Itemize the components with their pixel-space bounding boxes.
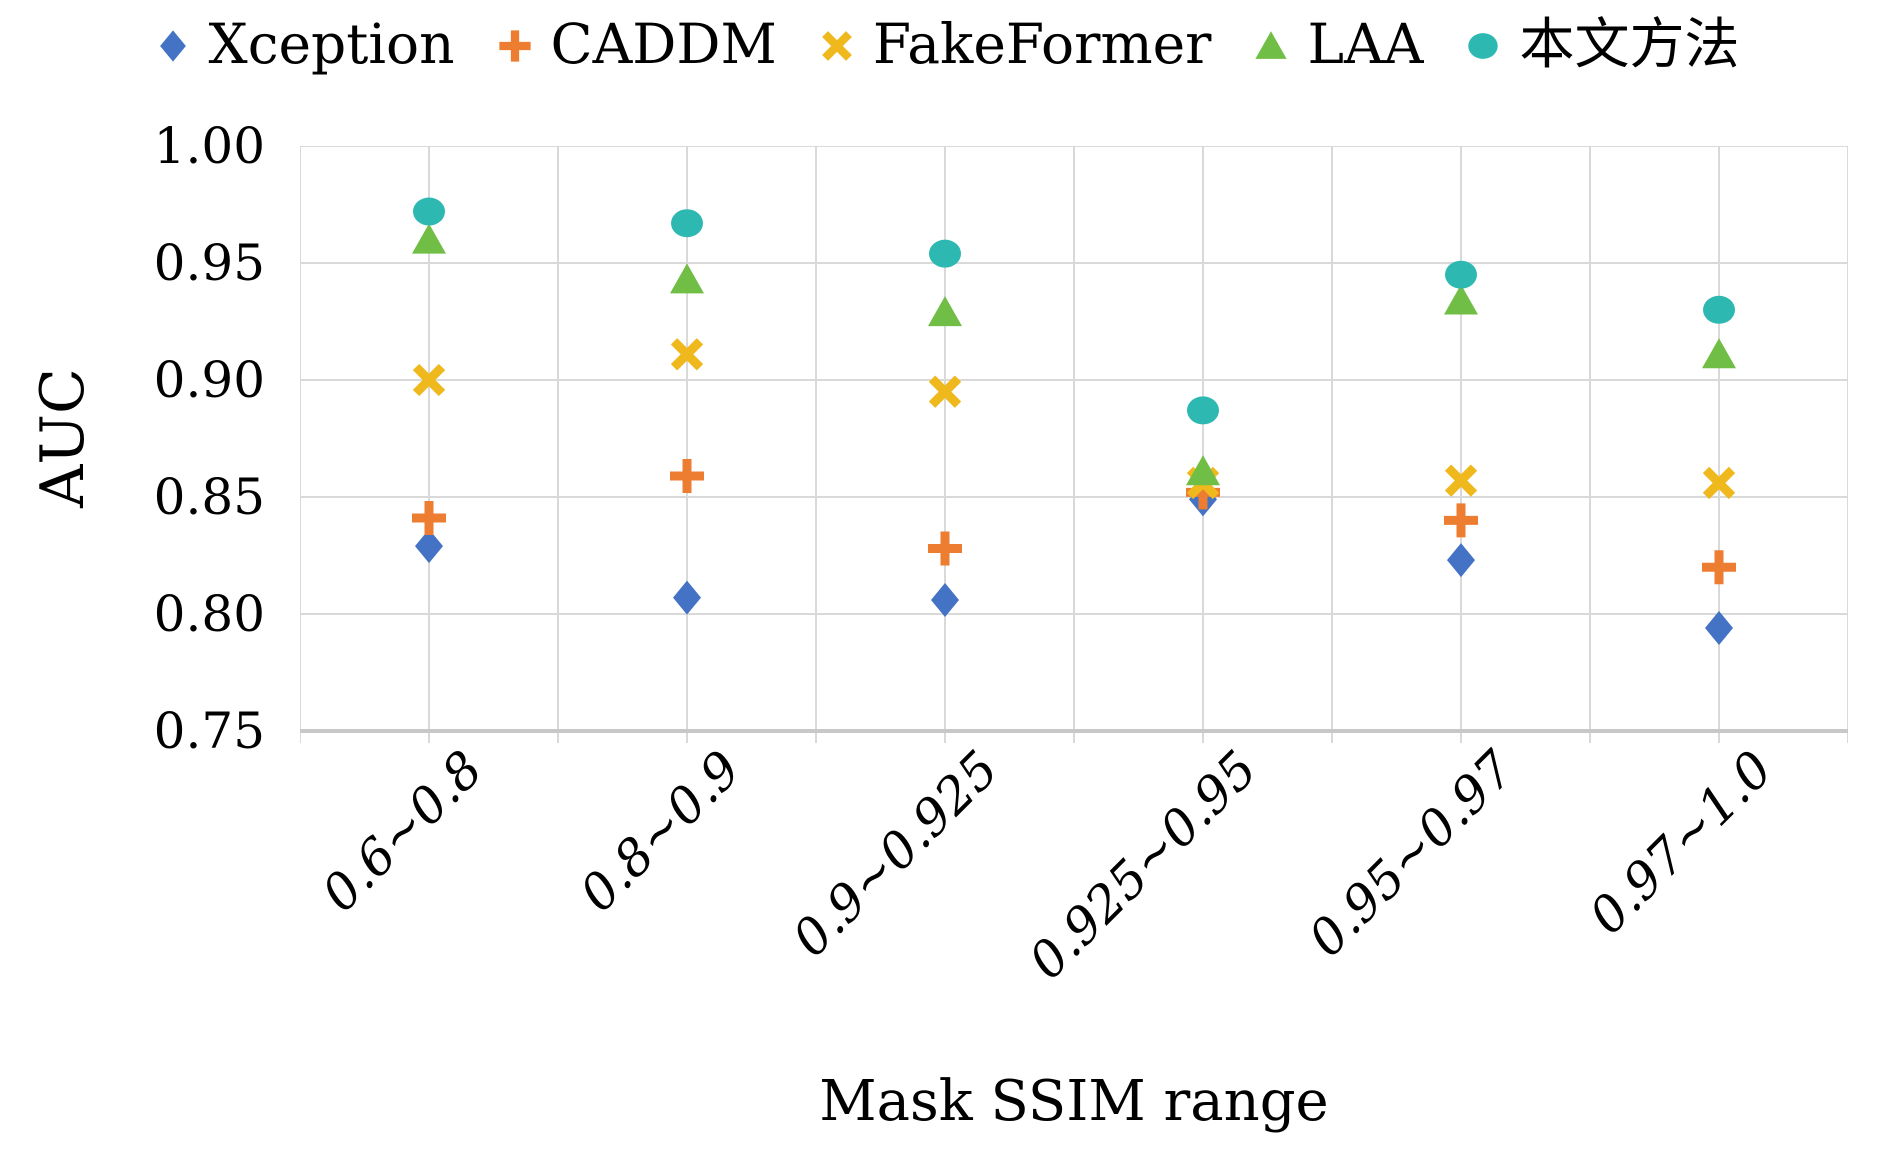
y-tick-label: 1.00 (153, 117, 265, 175)
LAA-data-point (412, 223, 446, 254)
chart-legend: Xception CADDM FakeFormer LAA 本文方法 (0, 4, 1890, 84)
triangle-glyph (1255, 31, 1288, 59)
LAA-data-point (1702, 338, 1736, 369)
FakeFormer-data-point (412, 363, 446, 397)
legend-item-caddm: CADDM (493, 4, 777, 84)
本文方法-data-point (1703, 295, 1735, 324)
y-axis-title: AUC (28, 368, 98, 508)
CADDM-data-point (1702, 550, 1736, 585)
y-tick-label: 0.90 (153, 351, 265, 409)
y-tick-label: 0.75 (153, 702, 265, 760)
Xception-data-point (1447, 543, 1475, 578)
本文方法-data-point (1445, 260, 1477, 289)
LAA-data-point (670, 263, 704, 294)
plus-marker-icon (498, 30, 531, 62)
legend-label: 本文方法 (1519, 12, 1740, 76)
x-tick-label: 0.9~0.925 (781, 739, 1010, 968)
diamond-glyph (159, 30, 186, 62)
x-glyph (821, 31, 852, 61)
legend-label: FakeFormer (872, 12, 1212, 76)
x-tick-label: 0.6~0.8 (310, 739, 494, 923)
legend-label: CADDM (550, 12, 777, 76)
legend-label: LAA (1307, 12, 1424, 76)
x-tick-label: 0.925~0.95 (1017, 739, 1268, 991)
Xception-data-point (673, 580, 701, 615)
x-tick-label: 0.95~0.97 (1297, 739, 1526, 968)
circle-marker-icon (1468, 33, 1499, 59)
LAA-data-point (928, 296, 962, 327)
CADDM-data-point (1444, 503, 1478, 538)
本文方法-data-point (1187, 396, 1219, 425)
CADDM-data-point (412, 501, 446, 536)
x-tick-label: 0.97~1.0 (1578, 739, 1784, 946)
plot-area (300, 146, 1848, 743)
circle-glyph (1468, 33, 1499, 59)
legend-label: Xception (208, 12, 455, 76)
triangle-marker-icon (1255, 31, 1288, 59)
Xception-data-point (931, 582, 959, 617)
CADDM-data-point (670, 458, 704, 493)
y-tick-label: 0.95 (153, 234, 265, 292)
LAA-data-point (1186, 455, 1220, 486)
Xception-data-point (415, 529, 443, 564)
legend-item-fakeformer: FakeFormer (815, 4, 1212, 84)
legend-item-benwenfangfa: 本文方法 (1461, 4, 1739, 84)
FakeFormer-data-point (1702, 466, 1736, 500)
legend-item-laa: LAA (1249, 4, 1423, 84)
y-tick-label: 0.85 (153, 468, 265, 526)
CADDM-data-point (928, 531, 962, 566)
x-axis-title: Mask SSIM range (819, 1069, 1329, 1134)
x-marker-icon (821, 31, 852, 61)
FakeFormer-data-point (1444, 464, 1478, 497)
本文方法-data-point (929, 239, 961, 268)
diamond-marker-icon (159, 30, 186, 62)
FakeFormer-data-point (928, 375, 962, 408)
plus-glyph (498, 30, 531, 62)
y-tick-label: 0.80 (153, 585, 265, 643)
LAA-data-point (1444, 284, 1478, 315)
本文方法-data-point (671, 209, 703, 238)
本文方法-data-point (413, 197, 445, 226)
Xception-data-point (1705, 611, 1733, 646)
x-tick-label: 0.8~0.9 (568, 739, 752, 923)
legend-item-xception: Xception (151, 4, 455, 84)
FakeFormer-data-point (670, 338, 704, 371)
